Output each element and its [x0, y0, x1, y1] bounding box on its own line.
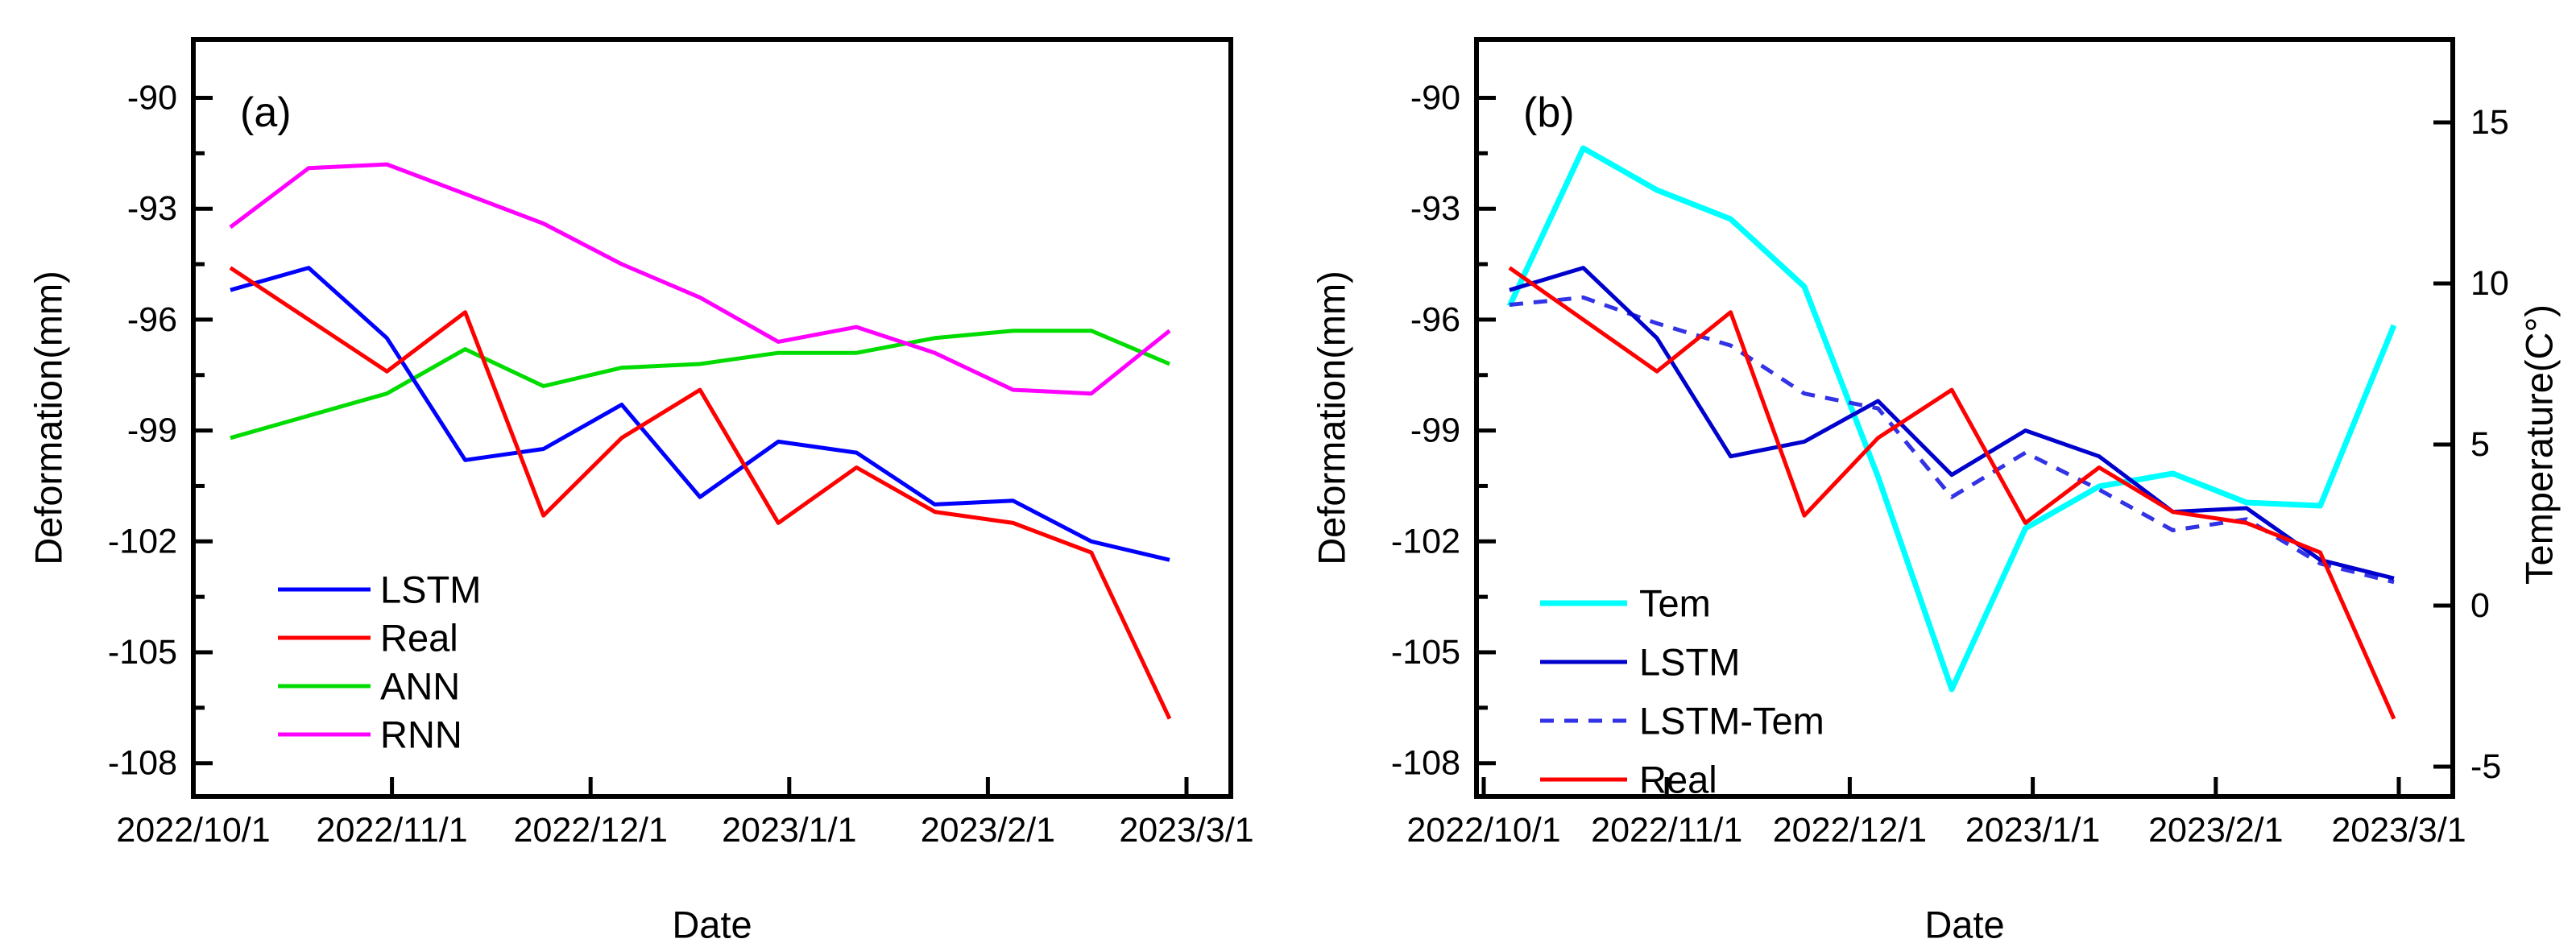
- y-tick-label: -96: [1410, 300, 1460, 339]
- panel-b-frame: [1474, 37, 2455, 799]
- legend-label-a-RNN: RNN: [380, 713, 462, 756]
- y-tick-label: -93: [1410, 189, 1460, 228]
- y2-tick-label: 0: [2470, 586, 2490, 625]
- x-tick-label: 2023/2/1: [2148, 811, 2283, 850]
- legend-label-a-Real: Real: [380, 617, 458, 660]
- x-tick-label: 2023/1/1: [722, 811, 856, 850]
- x-tick-label: 2023/3/1: [1119, 811, 1253, 850]
- y-tick-label: -102: [1391, 522, 1460, 560]
- y-tick-label: -108: [108, 744, 177, 783]
- y-tick-label: -108: [1391, 744, 1460, 783]
- y2-tick-label: -5: [2470, 747, 2501, 786]
- y-tick-label: -102: [108, 522, 177, 560]
- y-tick-label: -93: [127, 189, 177, 228]
- series-line-a-ANN: [230, 329, 1170, 440]
- series-line-b-LSTM: [1509, 266, 2395, 581]
- x-tick-label: 2023/1/1: [1965, 811, 2100, 850]
- y-tick-label: -105: [1391, 633, 1460, 672]
- y-axis-title: Deformation(mm): [27, 271, 70, 565]
- x-tick-label: 2022/12/1: [1773, 811, 1927, 850]
- y-axis-title: Deformation(mm): [1311, 271, 1353, 565]
- y-tick-label: -96: [127, 300, 177, 339]
- series-line-b-Tem: [1506, 145, 2397, 693]
- x-tick-label: 2022/10/1: [1406, 811, 1560, 850]
- legend-label-b-LSTM-Tem: LSTM-Tem: [1639, 700, 1824, 742]
- x-tick-label: 2022/10/1: [116, 811, 270, 850]
- legend-label-b-Real: Real: [1639, 759, 1717, 801]
- y-tick-label: -99: [127, 412, 177, 450]
- x-tick-label: 2023/2/1: [921, 811, 1055, 850]
- legend-label-a-ANN: ANN: [380, 665, 460, 708]
- x-tick-label: 2023/3/1: [2331, 811, 2466, 850]
- series-line-a-RNN: [229, 162, 1171, 396]
- x-tick-label: 2022/11/1: [317, 811, 468, 850]
- x-axis-title: Date: [1924, 904, 2004, 943]
- series-line-b-LSTM-Tem: [1509, 295, 2395, 585]
- series-line-b-Real: [1508, 266, 2396, 720]
- y-tick-label: -90: [1410, 79, 1460, 118]
- y2-tick-label: 5: [2470, 425, 2490, 464]
- y-tick-label: -90: [127, 79, 177, 118]
- y2-tick-label: 15: [2470, 103, 2509, 142]
- x-tick-label: 2022/12/1: [514, 811, 668, 850]
- y2-tick-label: 10: [2470, 264, 2509, 303]
- legend-label-b-LSTM: LSTM: [1639, 641, 1740, 684]
- x-tick-label: 2022/11/1: [1591, 811, 1742, 850]
- y-tick-label: -99: [1410, 412, 1460, 450]
- x-axis-title: Date: [672, 904, 752, 943]
- series-line-a-LSTM: [230, 266, 1170, 562]
- series-line-a-Real: [229, 266, 1172, 720]
- panel-a-frame: [191, 37, 1233, 799]
- legend-label-a-LSTM: LSTM: [380, 569, 481, 611]
- legend-label-b-Tem: Tem: [1639, 582, 1711, 625]
- panel-label: (b): [1523, 89, 1575, 136]
- y-tick-label: -105: [108, 633, 177, 672]
- y2-axis-title: Temperature(C°): [2518, 304, 2561, 585]
- panel-label: (a): [240, 89, 292, 136]
